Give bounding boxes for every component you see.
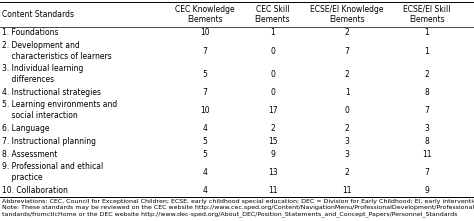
Text: 7. Instructional planning: 7. Instructional planning bbox=[2, 137, 96, 146]
Text: 10: 10 bbox=[200, 29, 210, 38]
Text: 5: 5 bbox=[202, 137, 208, 146]
Text: 5: 5 bbox=[202, 70, 208, 79]
Text: 9: 9 bbox=[424, 186, 429, 195]
Text: 3: 3 bbox=[424, 124, 429, 133]
Text: 17: 17 bbox=[268, 106, 277, 115]
Text: 2. Development and
    characteristics of learners: 2. Development and characteristics of le… bbox=[2, 41, 112, 61]
Text: 0: 0 bbox=[270, 70, 275, 79]
Text: 15: 15 bbox=[268, 137, 277, 146]
Text: 10. Collaboration: 10. Collaboration bbox=[2, 186, 68, 195]
Text: ECSE/EI Skill
Elements: ECSE/EI Skill Elements bbox=[403, 5, 450, 24]
Text: 3. Individual learning
    differences: 3. Individual learning differences bbox=[2, 64, 83, 84]
Text: ECSE/EI Knowledge
Elements: ECSE/EI Knowledge Elements bbox=[310, 5, 384, 24]
Text: 8: 8 bbox=[424, 88, 429, 97]
Text: 6. Language: 6. Language bbox=[2, 124, 49, 133]
Text: 9: 9 bbox=[270, 150, 275, 159]
Text: 7: 7 bbox=[202, 88, 208, 97]
Text: 0: 0 bbox=[270, 47, 275, 55]
Text: 5: 5 bbox=[202, 150, 208, 159]
Text: 4: 4 bbox=[202, 124, 208, 133]
Text: 1: 1 bbox=[424, 29, 429, 38]
Text: tandards/fromctlcHome or the DEC website http://www.dec-sped.org/About_DEC/Posit: tandards/fromctlcHome or the DEC website… bbox=[2, 211, 457, 217]
Text: 10: 10 bbox=[200, 106, 210, 115]
Text: 1: 1 bbox=[424, 47, 429, 55]
Text: 8: 8 bbox=[424, 137, 429, 146]
Text: 2: 2 bbox=[424, 70, 429, 79]
Text: 8. Assessment: 8. Assessment bbox=[2, 150, 57, 159]
Text: 2: 2 bbox=[270, 124, 275, 133]
Text: Content Standards: Content Standards bbox=[2, 10, 74, 19]
Text: 7: 7 bbox=[424, 106, 429, 115]
Text: Note: These standards may be reviewed on the CEC website http://www.cec.sped.org: Note: These standards may be reviewed on… bbox=[2, 205, 474, 210]
Text: 4. Instructional strategies: 4. Instructional strategies bbox=[2, 88, 101, 97]
Text: 0: 0 bbox=[345, 106, 350, 115]
Text: 2: 2 bbox=[345, 124, 350, 133]
Text: 4: 4 bbox=[202, 186, 208, 195]
Text: 11: 11 bbox=[342, 186, 352, 195]
Text: 7: 7 bbox=[424, 168, 429, 177]
Text: CEC Skill
Elements: CEC Skill Elements bbox=[255, 5, 291, 24]
Text: 7: 7 bbox=[202, 47, 208, 55]
Text: 13: 13 bbox=[268, 168, 277, 177]
Text: 4: 4 bbox=[202, 168, 208, 177]
Text: 1. Foundations: 1. Foundations bbox=[2, 29, 58, 38]
Text: 1: 1 bbox=[270, 29, 275, 38]
Text: 11: 11 bbox=[268, 186, 277, 195]
Text: 5. Learning environments and
    social interaction: 5. Learning environments and social inte… bbox=[2, 100, 117, 120]
Text: 2: 2 bbox=[345, 168, 350, 177]
Text: Abbreviations: CEC, Council for Exceptional Children; ECSE, early childhood spec: Abbreviations: CEC, Council for Exceptio… bbox=[2, 199, 474, 204]
Text: 1: 1 bbox=[345, 88, 350, 97]
Text: 2: 2 bbox=[345, 29, 350, 38]
Text: 3: 3 bbox=[345, 137, 350, 146]
Text: 11: 11 bbox=[422, 150, 431, 159]
Text: 2: 2 bbox=[345, 70, 350, 79]
Text: 0: 0 bbox=[270, 88, 275, 97]
Text: 9. Professional and ethical
    practice: 9. Professional and ethical practice bbox=[2, 162, 103, 182]
Text: 7: 7 bbox=[345, 47, 350, 55]
Text: 3: 3 bbox=[345, 150, 350, 159]
Text: CEC Knowledge
Elements: CEC Knowledge Elements bbox=[175, 5, 235, 24]
